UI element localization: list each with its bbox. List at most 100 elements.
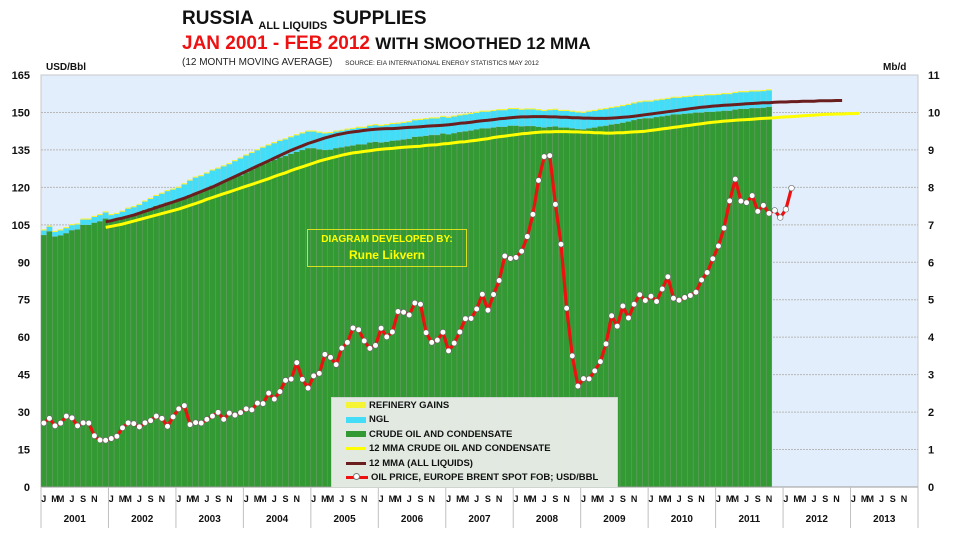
bar-refinery bbox=[130, 206, 137, 208]
bar-ngl bbox=[85, 219, 92, 225]
bar-refinery bbox=[597, 108, 604, 110]
bar-refinery bbox=[310, 130, 317, 132]
price-point bbox=[51, 422, 59, 429]
title-date-range: JAN 2001 - FEB 2012 bbox=[182, 33, 370, 54]
right-tick-label: 4 bbox=[928, 332, 935, 344]
bar-ngl bbox=[743, 92, 750, 109]
left-tick-label: 45 bbox=[18, 370, 30, 382]
price-point bbox=[788, 185, 795, 192]
bar-ngl bbox=[220, 166, 227, 182]
bar-refinery bbox=[147, 197, 154, 199]
bar-crude bbox=[147, 207, 154, 488]
month-tick-label: J bbox=[783, 494, 788, 504]
month-tick-label: S bbox=[552, 494, 558, 504]
left-axis-unit: USD/Bbl bbox=[46, 62, 86, 73]
bar-ngl bbox=[563, 110, 570, 128]
bar-crude bbox=[248, 169, 255, 488]
price-point bbox=[125, 419, 132, 426]
month-tick-label: J bbox=[677, 494, 682, 504]
bar-refinery bbox=[462, 113, 469, 115]
bar-refinery bbox=[322, 132, 328, 134]
bar-ngl bbox=[541, 110, 548, 128]
month-tick-label: M bbox=[389, 494, 397, 504]
title-smoothing: WITH SMOOTHED 12 MMA bbox=[375, 34, 591, 53]
bar-crude bbox=[74, 229, 81, 488]
year-tick-label: 2011 bbox=[738, 514, 760, 525]
chart-subtitle: (12 MONTH MOVING AVERAGE) SOURCE: EIA IN… bbox=[182, 57, 539, 68]
bar-crude bbox=[91, 222, 98, 488]
month-tick-label: S bbox=[620, 494, 626, 504]
month-tick-label: N bbox=[496, 494, 503, 504]
bar-refinery bbox=[530, 108, 536, 110]
price-point bbox=[136, 423, 143, 430]
bar-refinery bbox=[535, 109, 542, 111]
month-tick-label: J bbox=[446, 494, 451, 504]
price-point bbox=[439, 329, 447, 336]
price-point bbox=[265, 390, 272, 397]
bar-refinery bbox=[389, 122, 396, 125]
bar-crude bbox=[57, 235, 64, 488]
month-tick-label: M bbox=[726, 494, 734, 504]
bar-refinery bbox=[97, 213, 103, 216]
price-point bbox=[675, 297, 683, 304]
bar-refinery bbox=[102, 211, 109, 213]
month-tick-label: N bbox=[91, 494, 98, 504]
bar-refinery bbox=[546, 109, 553, 111]
price-point bbox=[411, 299, 418, 307]
bar-refinery bbox=[69, 224, 75, 226]
subtitle-mma: (12 MONTH MOVING AVERAGE) bbox=[182, 57, 333, 68]
bar-ngl bbox=[625, 104, 632, 122]
bar-crude bbox=[737, 108, 744, 488]
price-point bbox=[507, 255, 514, 262]
month-tick-label: J bbox=[272, 494, 277, 504]
price-point bbox=[653, 298, 660, 305]
price-point bbox=[496, 277, 503, 284]
bar-crude bbox=[743, 108, 750, 488]
month-tick-label: J bbox=[744, 494, 749, 504]
bar-refinery bbox=[569, 110, 576, 112]
right-tick-label: 11 bbox=[928, 70, 940, 82]
price-point bbox=[231, 411, 239, 419]
bar-refinery bbox=[52, 230, 58, 232]
bar-refinery bbox=[277, 139, 283, 141]
price-point bbox=[782, 206, 789, 213]
bar-ngl bbox=[574, 112, 581, 130]
price-point bbox=[164, 423, 171, 430]
legend-swatch bbox=[346, 431, 366, 438]
month-tick-label: M bbox=[259, 494, 267, 504]
month-tick-label: J bbox=[41, 494, 46, 504]
price-point bbox=[574, 383, 581, 390]
bar-ngl bbox=[569, 111, 576, 129]
month-tick-label: S bbox=[687, 494, 693, 504]
price-point bbox=[338, 345, 345, 352]
bar-ngl bbox=[692, 95, 699, 113]
bar-crude bbox=[749, 107, 756, 488]
left-tick-label: 75 bbox=[18, 295, 30, 307]
price-point bbox=[80, 419, 87, 426]
bar-ngl bbox=[406, 122, 413, 139]
month-tick-label: J bbox=[811, 494, 816, 504]
price-point bbox=[361, 337, 368, 345]
left-tick-label: 165 bbox=[12, 70, 30, 82]
bar-refinery bbox=[614, 106, 621, 108]
bar-refinery bbox=[732, 91, 739, 93]
price-point bbox=[642, 297, 649, 304]
bar-ngl bbox=[614, 107, 621, 124]
bar-crude bbox=[170, 201, 177, 488]
bar-refinery bbox=[440, 115, 446, 117]
price-point bbox=[541, 153, 548, 160]
bar-crude bbox=[136, 212, 143, 488]
bar-refinery bbox=[46, 225, 53, 227]
bar-ngl bbox=[715, 94, 722, 112]
bar-refinery bbox=[676, 96, 682, 98]
bar-crude bbox=[108, 220, 115, 488]
bar-refinery bbox=[226, 163, 233, 165]
bar-refinery bbox=[620, 104, 626, 107]
bar-crude bbox=[625, 121, 632, 488]
bar-refinery bbox=[232, 160, 238, 162]
bar-refinery bbox=[575, 111, 581, 113]
price-point bbox=[63, 412, 70, 420]
price-point bbox=[580, 375, 587, 382]
bar-refinery bbox=[395, 122, 401, 124]
